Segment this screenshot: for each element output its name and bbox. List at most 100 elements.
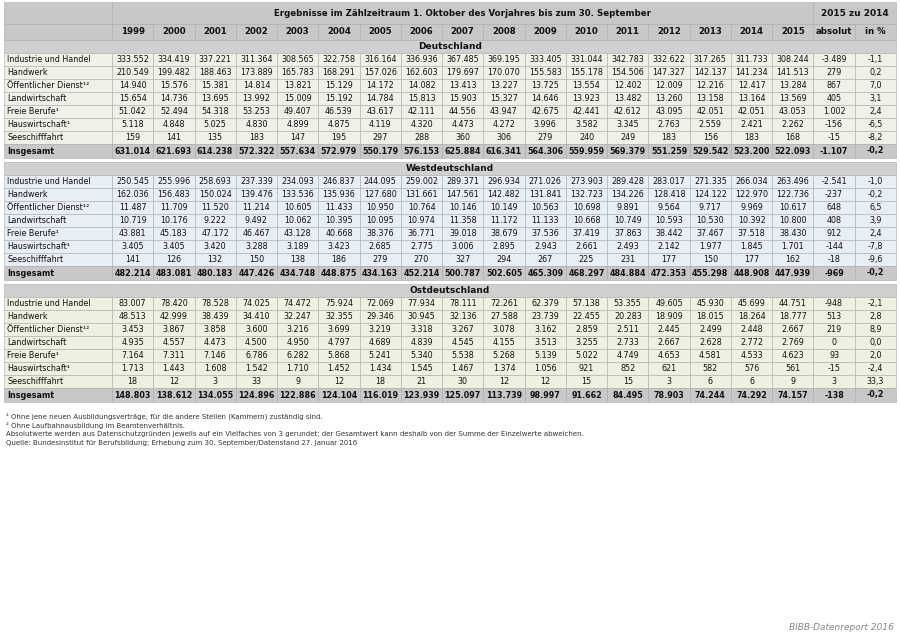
Text: 2.499: 2.499 xyxy=(699,325,722,334)
Text: 15.381: 15.381 xyxy=(202,81,229,90)
Bar xyxy=(814,253,855,266)
Text: 13.482: 13.482 xyxy=(614,94,642,103)
Bar xyxy=(194,323,236,336)
Bar xyxy=(566,362,608,375)
Text: 43.053: 43.053 xyxy=(779,107,806,116)
Text: 2013: 2013 xyxy=(698,27,723,36)
Text: 482.214: 482.214 xyxy=(114,269,151,278)
Bar xyxy=(442,188,483,201)
Text: 183: 183 xyxy=(744,133,759,142)
Bar xyxy=(153,105,194,118)
Bar xyxy=(814,131,855,144)
Text: 279: 279 xyxy=(826,68,842,77)
Text: Handwerk: Handwerk xyxy=(7,190,48,199)
Bar xyxy=(731,214,772,227)
Bar xyxy=(814,144,855,158)
Text: 13.725: 13.725 xyxy=(531,81,559,90)
Text: 0,2: 0,2 xyxy=(869,68,882,77)
Text: 2.262: 2.262 xyxy=(781,120,805,129)
Bar xyxy=(360,175,400,188)
Text: 4.581: 4.581 xyxy=(699,351,722,360)
Bar xyxy=(525,323,566,336)
Text: 7.146: 7.146 xyxy=(203,351,227,360)
Text: 3.006: 3.006 xyxy=(452,242,474,251)
Bar xyxy=(442,92,483,105)
Text: 3: 3 xyxy=(212,377,218,386)
Text: 150: 150 xyxy=(703,255,718,264)
Text: 2.421: 2.421 xyxy=(740,120,763,129)
Text: 3: 3 xyxy=(832,377,837,386)
Text: 93: 93 xyxy=(829,351,839,360)
Bar xyxy=(442,66,483,79)
Bar xyxy=(319,297,360,310)
Text: 3.513: 3.513 xyxy=(534,338,556,347)
Bar xyxy=(855,214,896,227)
Bar xyxy=(731,24,772,40)
Bar xyxy=(400,214,442,227)
Bar xyxy=(4,349,112,362)
Text: 135: 135 xyxy=(208,133,222,142)
Bar xyxy=(4,79,112,92)
Bar xyxy=(814,310,855,323)
Bar xyxy=(814,201,855,214)
Bar xyxy=(194,362,236,375)
Text: 561: 561 xyxy=(786,364,800,373)
Text: 15.813: 15.813 xyxy=(408,94,436,103)
Text: 74.157: 74.157 xyxy=(778,390,808,399)
Bar xyxy=(608,362,648,375)
Bar xyxy=(648,66,689,79)
Bar xyxy=(277,131,319,144)
Text: 42.441: 42.441 xyxy=(572,107,600,116)
Bar xyxy=(194,388,236,402)
Bar xyxy=(4,175,112,188)
Bar xyxy=(442,53,483,66)
Bar xyxy=(772,362,814,375)
Text: 3.345: 3.345 xyxy=(616,120,639,129)
Text: 3.255: 3.255 xyxy=(575,338,598,347)
Bar xyxy=(153,227,194,240)
Text: 1.374: 1.374 xyxy=(492,364,516,373)
Text: 11.433: 11.433 xyxy=(325,203,353,212)
Text: 3.453: 3.453 xyxy=(122,325,144,334)
Bar xyxy=(153,336,194,349)
Bar xyxy=(360,375,400,388)
Text: 43.881: 43.881 xyxy=(119,229,147,238)
Text: Westdeutschland: Westdeutschland xyxy=(406,164,494,173)
Bar xyxy=(772,310,814,323)
Bar xyxy=(4,375,112,388)
Text: 550.179: 550.179 xyxy=(362,147,399,156)
Bar xyxy=(525,388,566,402)
Bar xyxy=(442,266,483,280)
Text: 4.473: 4.473 xyxy=(203,338,227,347)
Bar xyxy=(319,201,360,214)
Text: 78.903: 78.903 xyxy=(653,390,684,399)
Text: 480.183: 480.183 xyxy=(197,269,233,278)
Bar xyxy=(731,253,772,266)
Bar xyxy=(4,53,112,66)
Text: 15: 15 xyxy=(581,377,591,386)
Bar xyxy=(483,214,525,227)
Text: 1.608: 1.608 xyxy=(204,364,227,373)
Text: 2,4: 2,4 xyxy=(869,107,882,116)
Text: 5.118: 5.118 xyxy=(122,120,144,129)
Bar xyxy=(648,349,689,362)
Bar xyxy=(112,131,153,144)
Text: 2.733: 2.733 xyxy=(616,338,639,347)
Text: 27.588: 27.588 xyxy=(491,312,518,321)
Bar xyxy=(112,266,153,280)
Text: -144: -144 xyxy=(825,242,843,251)
Bar xyxy=(112,118,153,131)
Text: Deutschland: Deutschland xyxy=(418,42,482,51)
Bar xyxy=(689,362,731,375)
Text: 147.561: 147.561 xyxy=(446,190,479,199)
Bar xyxy=(112,297,153,310)
Text: 48.513: 48.513 xyxy=(119,312,147,321)
Text: 311.364: 311.364 xyxy=(240,55,273,64)
Bar xyxy=(731,118,772,131)
Bar xyxy=(319,92,360,105)
Text: BIBB-Datenreport 2016: BIBB-Datenreport 2016 xyxy=(789,623,894,632)
Text: 14.940: 14.940 xyxy=(119,81,147,90)
Bar xyxy=(236,53,277,66)
Bar xyxy=(648,388,689,402)
Bar xyxy=(4,266,112,280)
